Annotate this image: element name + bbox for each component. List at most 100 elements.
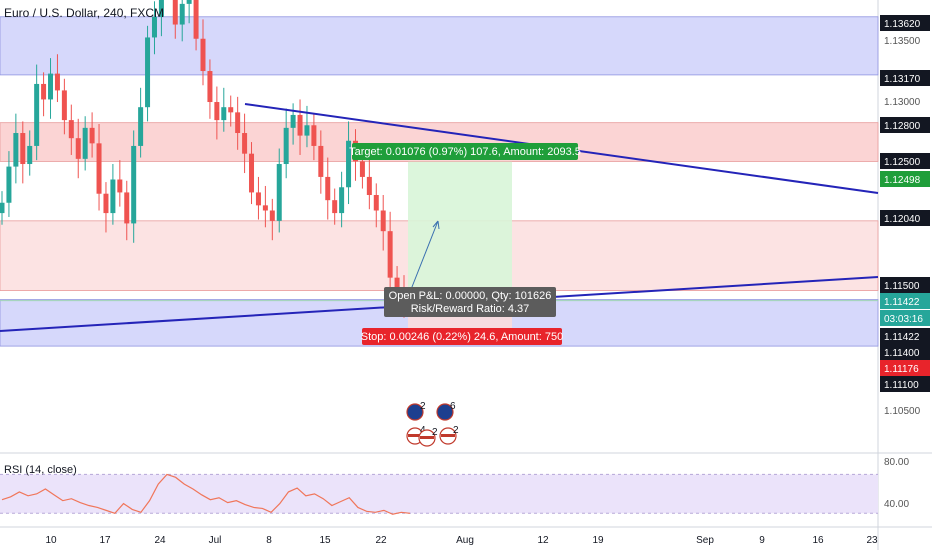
candle-body — [13, 133, 19, 167]
candle-body — [124, 192, 130, 224]
candle-body — [359, 161, 365, 177]
price-tag-bg — [880, 376, 930, 392]
candle-body — [54, 73, 60, 91]
candle-body — [262, 205, 268, 211]
candle-body — [61, 90, 67, 121]
time-tick-label: 19 — [592, 535, 604, 546]
candle-body — [138, 107, 144, 146]
candle-body — [193, 0, 199, 39]
event-count: 2 — [420, 401, 426, 412]
event-count: 2 — [432, 427, 438, 438]
candle-body — [214, 102, 220, 121]
pnl-label-text: Open P&L: 0.00000, Qty: 101626 — [389, 290, 552, 302]
price-tick-label: 1.12800 — [884, 121, 921, 132]
price-tag-bg — [880, 153, 930, 169]
position-labels: Target: 0.01076 (0.97%) 107.6, Amount: 2… — [349, 143, 581, 345]
time-tick-label: 16 — [812, 535, 824, 546]
candle-body — [82, 127, 88, 159]
candle-body — [228, 107, 234, 113]
price-tick-label: 1.11422 — [884, 297, 920, 308]
candle-body — [394, 277, 400, 291]
time-tick-label: 12 — [537, 535, 549, 546]
target-label-text: Target: 0.01076 (0.97%) 107.6, Amount: 2… — [349, 146, 581, 158]
candle-body — [68, 120, 74, 139]
price-tick-label: 1.12500 — [884, 157, 921, 168]
candle-body — [186, 0, 192, 4]
candle-body — [207, 71, 213, 103]
arrow-head — [432, 220, 440, 230]
candle-body — [304, 125, 310, 136]
candle-body — [6, 166, 12, 203]
price-tag-bg — [880, 210, 930, 226]
pnl-label-text: Risk/Reward Ratio: 4.37 — [411, 303, 530, 315]
price-tick-label: 1.11100 — [884, 380, 919, 391]
target-label-bg — [352, 143, 578, 160]
time-tick-label: 17 — [99, 535, 111, 546]
price-tick-label: 03:03:16 — [884, 314, 923, 325]
candle-body — [200, 38, 206, 72]
price-tick-label: 1.11400 — [884, 348, 920, 359]
price-tick-label: 1.10500 — [884, 406, 921, 417]
flag-stripe — [441, 434, 455, 437]
candle-body — [269, 210, 275, 221]
price-tick-label: 1.12498 — [884, 175, 921, 186]
candle-body — [117, 179, 123, 193]
candle-body — [41, 83, 47, 100]
stop-label: Stop: 0.00246 (0.22%) 24.6, Amount: 750 — [361, 328, 563, 345]
candle-body — [179, 3, 185, 25]
candle-body — [221, 107, 227, 121]
candle-body — [242, 133, 248, 154]
candle-body — [103, 193, 109, 214]
candle-body — [172, 0, 178, 25]
price-tag-bg — [880, 328, 930, 344]
time-axis[interactable]: 10 17 24 Jul 8 15 22 Aug 12 19 Sep 9 16 23 — [45, 535, 878, 546]
candle-body — [96, 143, 102, 194]
stop-label-text: Stop: 0.00246 (0.22%) 24.6, Amount: 750 — [361, 331, 563, 343]
candle-body — [145, 37, 151, 108]
rsi-tick-label: 40.00 — [884, 499, 909, 510]
pnl-label-bg — [384, 287, 556, 317]
target-label: Target: 0.01076 (0.97%) 107.6, Amount: 2… — [349, 143, 581, 160]
price-tick-label: 1.13500 — [884, 36, 921, 47]
candle-body — [151, 16, 157, 38]
candle-body — [249, 153, 255, 193]
rsi-tick-label: 80.00 — [884, 457, 909, 468]
event-count: 6 — [450, 401, 456, 412]
stop-label-bg — [362, 328, 562, 345]
candle-body — [27, 145, 33, 165]
candle-body — [332, 200, 338, 214]
rsi-band — [0, 474, 878, 514]
rsi-title: RSI (14, close) — [4, 464, 77, 476]
candle-body — [0, 202, 5, 214]
candle-body — [34, 83, 40, 146]
price-tick-label: 1.13000 — [884, 97, 921, 108]
rsi-line — [1, 473, 411, 515]
projection-arrow — [409, 220, 439, 293]
pnl-label: Open P&L: 0.00000, Qty: 101626Risk/Rewar… — [384, 287, 556, 317]
price-tag-bg — [880, 117, 930, 133]
candle-body — [20, 133, 26, 165]
time-tick-label: 15 — [319, 535, 331, 546]
symbol-title: Euro / U.S. Dollar, 240, FXCM — [4, 6, 165, 20]
candle-body — [366, 176, 372, 196]
candle-body — [158, 0, 164, 17]
time-tick-label: Jul — [209, 535, 222, 546]
time-tick-label: 10 — [45, 535, 57, 546]
candle-body — [339, 187, 345, 214]
price-axis[interactable]: 1.13620 1.13500 1.13170 1.13000 1.12800 1.125… — [880, 15, 930, 510]
price-tick-label: 1.11422 — [884, 332, 920, 343]
candle-body — [235, 112, 241, 134]
candle-body — [318, 145, 324, 177]
time-tick-label: Aug — [456, 535, 474, 546]
price-tag-bg — [880, 293, 930, 309]
us-event-icon: 2 — [439, 425, 459, 445]
price-tag-bg — [880, 70, 930, 86]
price-tag-bg — [880, 360, 930, 376]
candle-body — [276, 164, 282, 221]
economic-events[interactable]: 2 64 2 2 — [406, 401, 459, 447]
time-tick-label: 24 — [154, 535, 166, 546]
candle-body — [255, 192, 261, 206]
candle-body — [380, 210, 386, 232]
price-tag-bg — [880, 310, 930, 326]
